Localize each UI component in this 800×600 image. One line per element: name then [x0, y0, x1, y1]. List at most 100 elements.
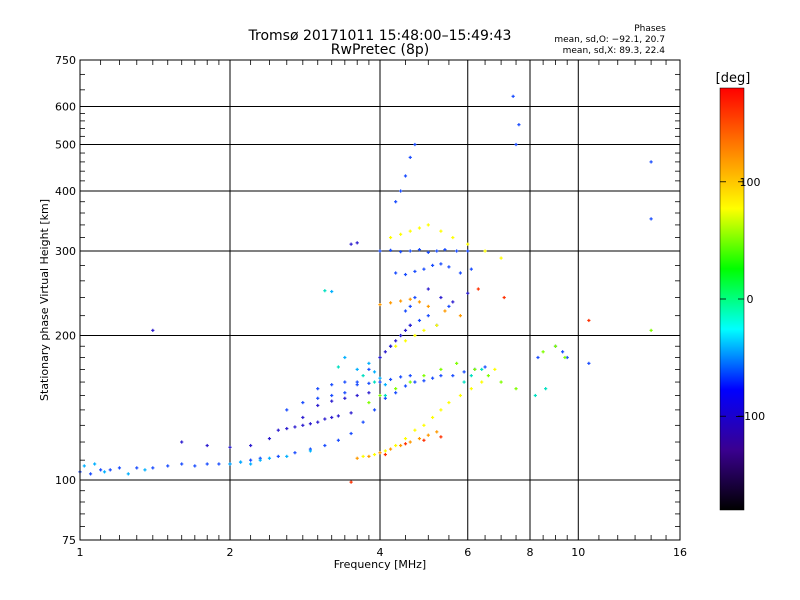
data-point [408, 304, 412, 309]
colorbar-ticks: 100 0 −100 [720, 176, 765, 423]
data-point [514, 387, 518, 391]
data-point [330, 393, 334, 398]
data-point [205, 443, 209, 448]
data-point [422, 423, 426, 427]
data-point [403, 384, 408, 388]
data-point [378, 355, 382, 360]
data-point [343, 391, 347, 395]
data-point [466, 242, 470, 246]
data-point [378, 393, 382, 398]
data-point [417, 226, 422, 230]
data-point [439, 408, 443, 412]
data-point [499, 380, 503, 384]
data-point [367, 367, 371, 372]
data-point [399, 189, 403, 193]
y-tick-label: 400 [55, 185, 76, 198]
data-point [361, 420, 365, 424]
data-point [102, 470, 107, 474]
data-point [514, 142, 518, 147]
data-point [408, 323, 412, 327]
data-point [553, 344, 558, 348]
data-point [151, 466, 155, 470]
data-point [293, 425, 297, 429]
data-point [330, 383, 334, 387]
data-point [417, 248, 422, 252]
data-point [443, 309, 447, 313]
data-point [435, 249, 439, 253]
data-point [151, 328, 155, 332]
data-point [82, 464, 86, 468]
data-point [394, 391, 398, 395]
data-point [413, 333, 417, 338]
data-point [93, 462, 97, 466]
data-point [451, 235, 455, 240]
y-tick-label: 600 [55, 101, 76, 114]
data-point [301, 400, 305, 405]
data-point [361, 374, 365, 378]
data-point [336, 438, 340, 442]
data-point [403, 309, 408, 313]
data-point [249, 443, 253, 448]
data-point [349, 242, 353, 246]
data-point [447, 265, 451, 269]
data-point [399, 250, 403, 254]
data-point [649, 217, 653, 221]
y-tick-label: 300 [55, 245, 76, 258]
data-point [533, 393, 537, 398]
data-point [166, 464, 170, 468]
data-point [443, 248, 447, 252]
data-point [563, 355, 567, 360]
data-point [330, 399, 334, 403]
data-point [458, 314, 463, 318]
data-point [426, 304, 430, 309]
data-point [413, 380, 417, 384]
data-point [451, 374, 455, 378]
data-point [355, 456, 359, 460]
data-point [486, 374, 490, 378]
data-point [367, 381, 371, 385]
data-point [355, 367, 359, 372]
data-point [439, 374, 443, 378]
data-point [413, 295, 417, 300]
data-point [417, 436, 422, 441]
data-point [323, 417, 327, 421]
annotation-line-x: mean, sd,X: 89.3, 22.4 [563, 46, 666, 56]
data-point [285, 426, 289, 431]
data-point [388, 301, 393, 305]
data-point [480, 380, 484, 384]
data-point [408, 229, 412, 233]
data-point [435, 323, 439, 327]
data-point [383, 396, 387, 400]
data-point [367, 454, 371, 459]
data-point [430, 263, 435, 267]
x-tick-label: 1 [77, 546, 84, 559]
data-point [451, 300, 455, 304]
data-point [439, 435, 443, 439]
data-point [258, 458, 262, 462]
data-point [413, 142, 417, 147]
data-point [422, 438, 426, 442]
colorbar-label: [deg] [716, 71, 751, 86]
data-point [399, 333, 403, 338]
data-point [343, 396, 347, 400]
data-point [394, 271, 398, 275]
data-point [469, 387, 473, 391]
y-tick-label: 500 [55, 139, 76, 152]
data-point [499, 256, 503, 260]
annotation-line-o: mean, sd,O: −92.1, 20.7 [554, 35, 665, 45]
data-point [439, 367, 443, 372]
data-point [439, 229, 443, 233]
data-point [430, 415, 435, 420]
y-tick-label: 100 [55, 474, 76, 487]
x-tick-label: 16 [673, 546, 687, 559]
data-point [502, 295, 506, 300]
data-point [483, 365, 487, 369]
data-point [466, 249, 470, 253]
data-point [422, 379, 426, 383]
data-point [426, 433, 430, 437]
data-point [372, 370, 377, 374]
data-point [447, 400, 451, 405]
data-point [383, 452, 387, 457]
data-point [349, 480, 353, 484]
